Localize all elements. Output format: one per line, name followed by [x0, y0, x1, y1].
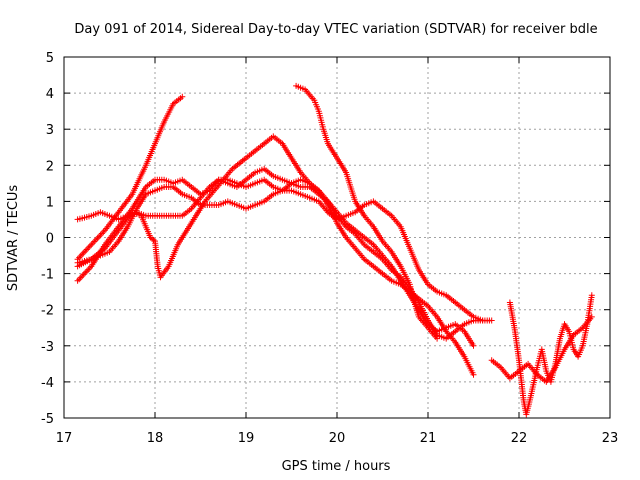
- y-tick-label: 4: [46, 87, 54, 102]
- y-tick-label: -1: [41, 268, 54, 283]
- y-axis-label: SDTVAR / TECUs: [6, 185, 21, 292]
- series-arc-4: [74, 165, 477, 349]
- y-tick-label: 1: [46, 195, 54, 210]
- x-tick-label: 19: [238, 431, 255, 446]
- series-arc-7: [506, 292, 595, 418]
- series-markers: [74, 93, 186, 263]
- x-axis-label: GPS time / hours: [282, 459, 391, 474]
- y-tick-label: 5: [46, 51, 54, 66]
- x-tick-label: 17: [56, 431, 73, 446]
- y-tick-label: 2: [46, 159, 54, 174]
- chart-title: Day 091 of 2014, Sidereal Day-to-day VTE…: [74, 22, 597, 37]
- y-tick-label: -3: [41, 340, 54, 355]
- y-tick-label: -2: [41, 304, 54, 319]
- x-tick-label: 18: [147, 431, 164, 446]
- y-tick-label: -5: [41, 412, 54, 427]
- series-markers: [488, 313, 595, 385]
- x-tick-label: 22: [511, 431, 528, 446]
- series-arc-5: [74, 184, 486, 324]
- series-arc-8: [488, 313, 595, 385]
- x-tick-label: 21: [420, 431, 437, 446]
- plot-area: [74, 82, 595, 418]
- y-tick-label: 0: [46, 232, 54, 247]
- series-arc-6: [293, 82, 441, 342]
- y-tick-label: 3: [46, 123, 54, 138]
- grid: [64, 57, 610, 418]
- series-markers: [506, 292, 595, 418]
- x-tick-label: 20: [329, 431, 346, 446]
- series-markers: [293, 82, 441, 342]
- series-arc-3: [74, 176, 477, 378]
- x-tick-label: 23: [602, 431, 619, 446]
- y-tick-label: -4: [41, 376, 54, 391]
- series-arc-1: [74, 93, 186, 263]
- series-markers: [74, 184, 486, 324]
- series-markers: [74, 176, 477, 378]
